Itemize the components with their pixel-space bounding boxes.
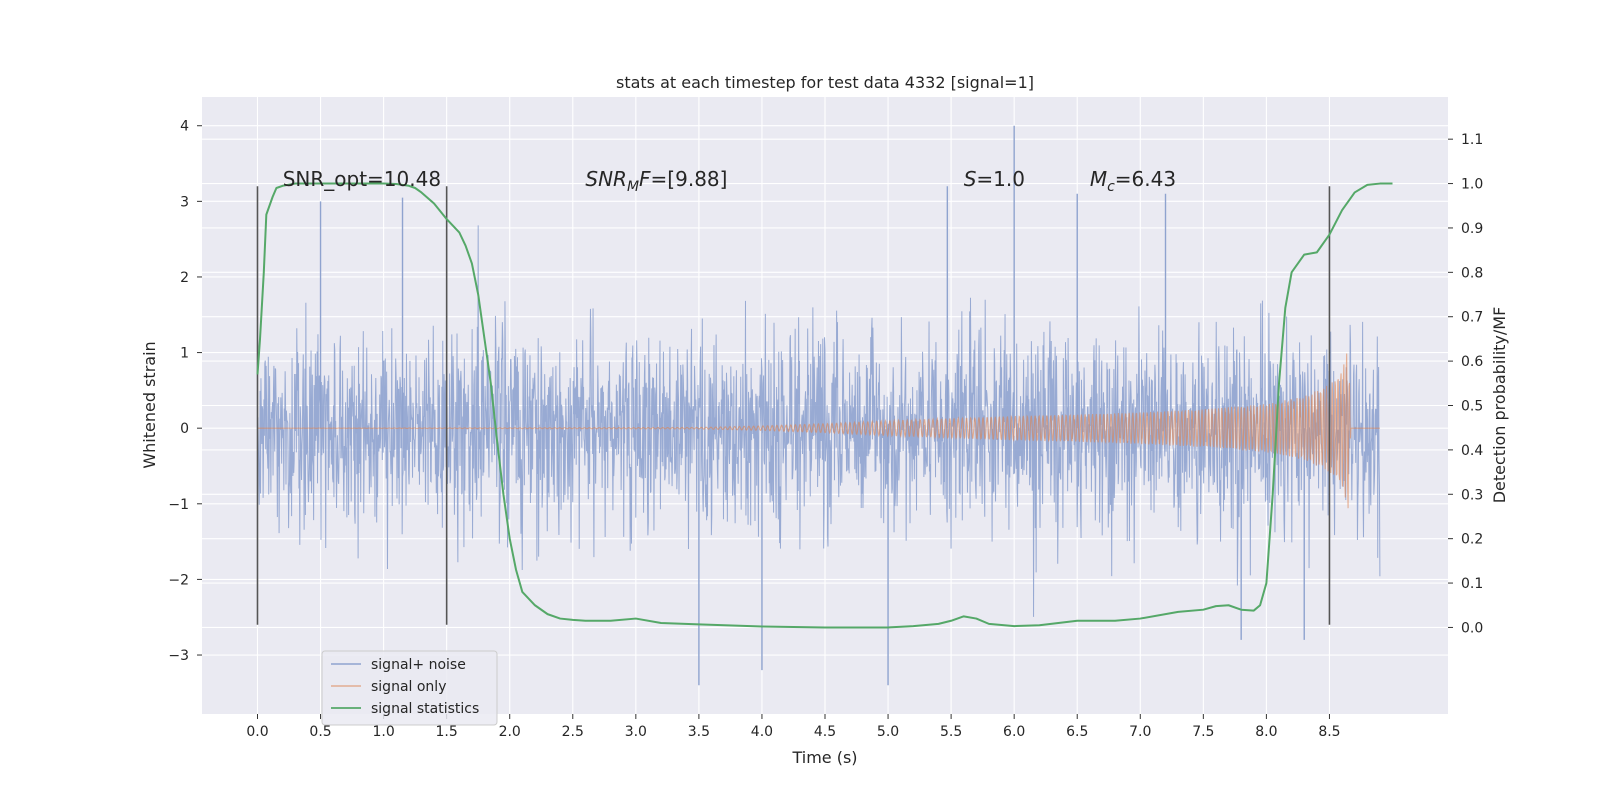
annotations: SNR_opt=10.48 SNRMF=[9.88] S=1.0 Mc=6.43 [283, 167, 1176, 195]
vertical-markers [256, 186, 1331, 625]
x-tick-label-14: 7.0 [1129, 724, 1151, 740]
x-tick-label-11: 5.5 [940, 724, 962, 740]
y-right-tick-label-0: 1.1 [1461, 132, 1483, 148]
x-tick-label-17: 8.5 [1318, 724, 1340, 740]
annotation-snr-mf: SNRMF=[9.88] [585, 167, 727, 195]
annotation-snr-opt: SNR_opt=10.48 [283, 167, 441, 191]
y-tick-label-0: 4 [180, 119, 189, 135]
x-tick-label-1: 0.5 [309, 724, 331, 740]
y-tick-label-6: −2 [168, 572, 189, 588]
y-right-tick-label-11: 0.0 [1461, 620, 1483, 636]
x-tick-label-5: 2.5 [562, 724, 584, 740]
x-tick-label-15: 7.5 [1192, 724, 1214, 740]
series-signal-statistics [256, 182, 1393, 629]
x-tick-label-0: 0.0 [246, 724, 268, 740]
chart-title: stats at each timestep for test data 433… [616, 73, 1034, 92]
x-tick-label-10: 5.0 [877, 724, 899, 740]
x-tick-label-7: 3.5 [688, 724, 710, 740]
y-tick-label-4: 0 [180, 421, 189, 437]
legend-label-signal-statistics: signal statistics [371, 701, 479, 717]
signal-only-trace [257, 353, 1380, 509]
series-signal-plus-noise [256, 125, 1381, 686]
legend-box [321, 650, 498, 726]
x-tick-label-16: 8.0 [1255, 724, 1277, 740]
signal-statistics-line [256, 182, 1393, 629]
y-right-tick-label-7: 0.4 [1461, 443, 1483, 459]
x-tick-label-4: 2.0 [499, 724, 521, 740]
legend-label-signal-only: signal only [371, 679, 446, 695]
y-tick-label-1: 3 [180, 194, 189, 210]
y-right-tick-label-1: 1.0 [1461, 177, 1483, 193]
y-right-tick-label-6: 0.5 [1461, 399, 1483, 415]
x-tick-label-3: 1.5 [436, 724, 458, 740]
y-tick-label-3: 1 [180, 346, 189, 362]
y-right-tick-label-8: 0.3 [1461, 487, 1483, 503]
annotation-mc-value: Mc=6.43 [1090, 167, 1176, 195]
x-tick-label-12: 6.0 [1003, 724, 1025, 740]
annotation-s-value: S=1.0 [964, 167, 1025, 191]
y-right-axis-label: Detection probability/MF [1490, 307, 1509, 504]
y-tick-label-7: −3 [168, 648, 189, 664]
legend-label-signal-plus-noise: signal+ noise [371, 657, 466, 673]
y-right-tick-label-4: 0.7 [1461, 310, 1483, 326]
y-tick-label-5: −1 [168, 497, 189, 513]
y-axis-label: Whitened strain [140, 341, 159, 468]
x-tick-label-8: 4.0 [751, 724, 773, 740]
x-tick-label-2: 1.0 [372, 724, 394, 740]
series-signal-only [257, 353, 1380, 509]
y-tick-label-2: 2 [180, 270, 189, 286]
axes: 0.0 0.5 1.0 1.5 2.0 2.5 3.0 3.5 4.0 4.5 5.0 5.5 6.0 6… [168, 119, 1483, 740]
noise-trace [256, 225, 1381, 617]
y-right-tick-label-10: 0.1 [1461, 576, 1483, 592]
x-axis-label: Time (s) [791, 748, 857, 767]
y-right-tick-label-9: 0.2 [1461, 532, 1483, 548]
y-right-tick-label-2: 0.9 [1461, 221, 1483, 237]
y-right-tick-label-5: 0.6 [1461, 354, 1483, 370]
x-tick-label-13: 6.5 [1066, 724, 1088, 740]
x-tick-label-9: 4.5 [814, 724, 836, 740]
legend: signal+ noise signal only signal statist… [321, 650, 498, 726]
y-right-tick-label-3: 0.8 [1461, 265, 1483, 281]
x-tick-label-6: 3.0 [625, 724, 647, 740]
